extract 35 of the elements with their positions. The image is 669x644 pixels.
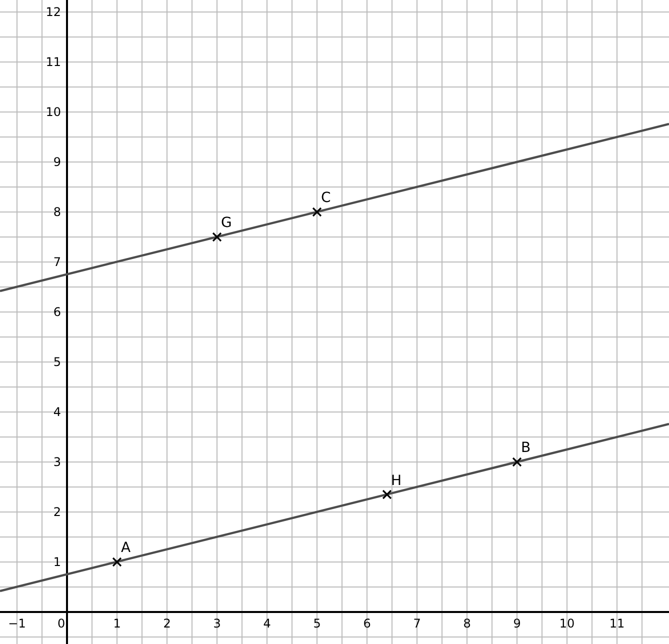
y-tick-label: 10 <box>46 105 61 120</box>
point <box>212 232 222 242</box>
y-tick-label: 5 <box>53 355 61 370</box>
x-tick-label: 9 <box>513 616 521 630</box>
x-tick-label: 2 <box>163 616 171 630</box>
point <box>512 457 522 467</box>
annotation: G <box>221 215 232 231</box>
y-tick-label: 3 <box>53 455 61 470</box>
x-tick-label: 11 <box>609 616 625 630</box>
y-tick-label: 6 <box>53 305 61 320</box>
point <box>382 490 392 500</box>
annotation: A <box>121 540 131 556</box>
x-tick-label: 8 <box>463 616 471 630</box>
x-tick-label: 4 <box>263 616 271 630</box>
annotation: B <box>521 440 531 456</box>
y-tick-label: 11 <box>46 55 61 70</box>
y-tick-label: 9 <box>53 155 61 170</box>
annotation: C <box>321 190 331 206</box>
y-tick-label: 2 <box>53 505 61 520</box>
y-tick-label: 7 <box>53 255 61 270</box>
x-tick-label: −1 <box>8 616 26 630</box>
y-tick-label: 12 <box>46 5 61 20</box>
x-tick-label: 0 <box>57 616 77 630</box>
y-tick-label: 4 <box>53 405 61 420</box>
annotation: H <box>391 473 402 489</box>
y-tick-label: 8 <box>53 205 61 220</box>
point <box>312 207 322 217</box>
x-tick-label: 1 <box>113 616 121 630</box>
x-tick-label: 10 <box>559 616 575 630</box>
x-tick-label: 7 <box>413 616 421 630</box>
x-tick-label: 3 <box>213 616 221 630</box>
x-tick-label: 6 <box>363 616 371 630</box>
y-tick-label: 1 <box>53 555 61 570</box>
x-tick-label: 5 <box>313 616 321 630</box>
point <box>112 557 122 567</box>
